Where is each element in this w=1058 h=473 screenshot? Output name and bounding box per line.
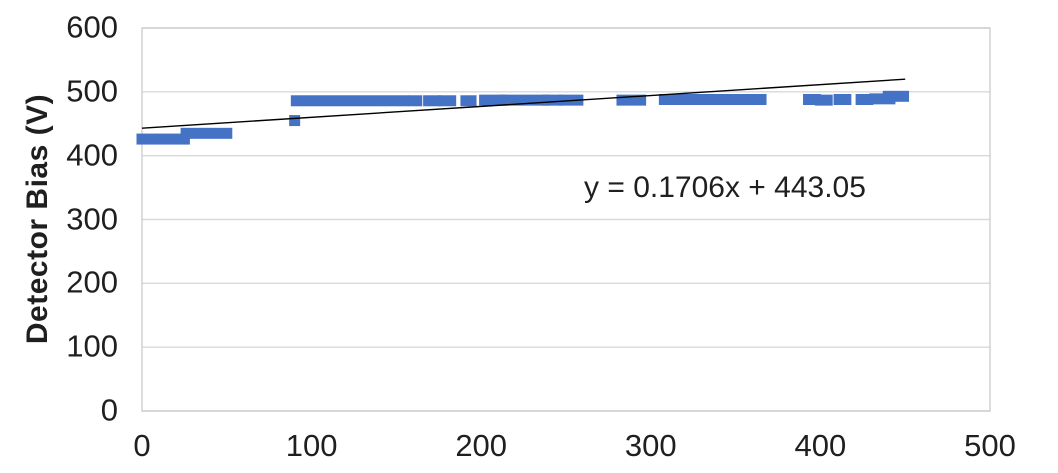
data-point-run xyxy=(180,127,233,139)
trendline xyxy=(141,78,906,129)
data-point-run xyxy=(833,93,852,105)
data-point-run xyxy=(541,94,564,106)
data-point-run xyxy=(855,93,874,105)
y-tick-label-400: 400 xyxy=(66,136,118,172)
x-tick-label-300: 300 xyxy=(624,428,677,463)
x-tick-label-100: 100 xyxy=(285,428,338,463)
y-tick-label-300: 300 xyxy=(66,200,118,236)
data-point-run xyxy=(814,94,833,106)
data-point-run xyxy=(679,93,699,105)
x-tick-label-200: 200 xyxy=(455,428,508,463)
data-point-run xyxy=(136,133,190,145)
data-point-run xyxy=(423,95,441,107)
plot-border xyxy=(141,27,991,412)
y-tick-label-500: 500 xyxy=(66,73,118,109)
x-tick-label-500: 500 xyxy=(964,428,1016,463)
data-point-run xyxy=(713,93,731,105)
y-tick-label-200: 200 xyxy=(66,264,118,300)
data-point-run xyxy=(803,93,821,105)
data-point-run xyxy=(499,94,550,106)
trendline-equation-label: y = 0.1706x + 443.05 xyxy=(584,171,866,204)
data-point-run xyxy=(460,95,477,107)
x-tick-label-400: 400 xyxy=(794,428,847,463)
data-point-run xyxy=(479,94,508,106)
data-point-run xyxy=(616,94,647,106)
data-point-run xyxy=(438,95,457,107)
data-point-run xyxy=(869,93,896,105)
data-point-run xyxy=(658,93,682,105)
data-point-run xyxy=(290,95,409,107)
y-tick-label-600: 600 xyxy=(66,9,118,45)
data-point-run xyxy=(725,93,767,105)
data-point-run xyxy=(289,115,301,127)
y-tick-label-100: 100 xyxy=(66,328,118,364)
data-point-run xyxy=(407,95,423,107)
x-tick-label-0: 0 xyxy=(133,428,151,463)
y-tick-label-0: 0 xyxy=(100,392,118,428)
data-point-run xyxy=(882,90,910,102)
data-point-run xyxy=(696,93,718,105)
